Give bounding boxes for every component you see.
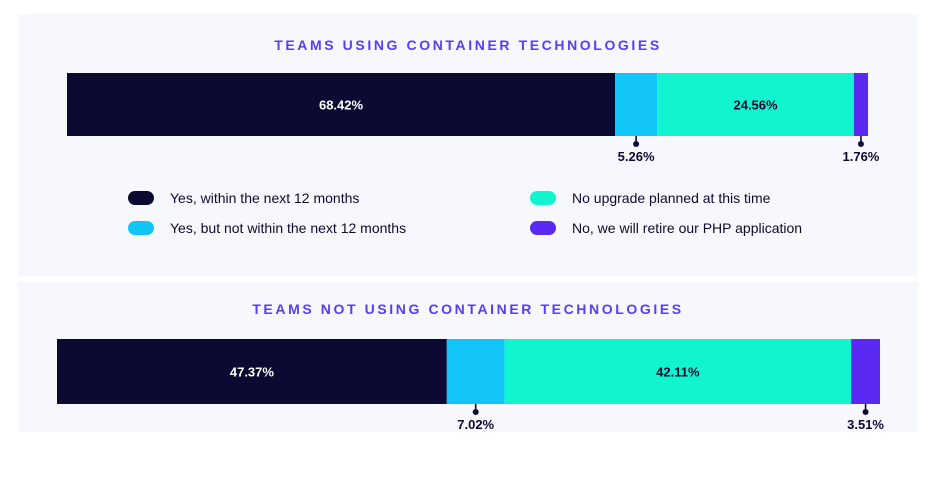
legend-item-no-upgrade-planned: No upgrade planned at this time [530,190,770,206]
data-label: 7.02% [457,417,494,432]
bar-segment-not-using-no-upgrade-planned-at-this-time [504,339,852,404]
legend-label: No, we will retire our PHP application [572,220,803,236]
data-label: 1.76% [843,149,880,164]
bar-segment-not-using-yes-within-the-next-12-months [57,339,447,404]
data-label: 42.11% [656,365,700,380]
data-label: 24.56% [733,98,778,113]
legend-label: Yes, but not within the next 12 months [170,220,407,236]
legend: Yes, within the next 12 months Yes, but … [128,190,888,246]
chart-title-bottom: TEAMS NOT USING CONTAINER TECHNOLOGIES [252,301,684,317]
legend-label: Yes, within the next 12 months [170,190,360,206]
bar-segment-using-no-upgrade-planned-at-this-time [657,73,854,136]
callout-dot [472,409,479,415]
legend-swatch [530,191,556,205]
data-label: 47.37% [230,365,275,380]
legend-swatch [128,191,154,205]
callout-dot [633,141,640,147]
legend-label: No upgrade planned at this time [572,190,771,206]
bar-segment-not-using-yes-but-not-within-the-next-12-months [446,339,505,404]
bar-segment-using-yes-within-the-next-12-months [67,73,616,136]
callout-dot [857,141,864,147]
bar-segment-using-no-we-will-retire-our-php-application [853,73,868,136]
bar-segment-not-using-no-we-will-retire-our-php-application [851,339,880,404]
callout-dot [862,409,869,415]
data-label: 5.26% [618,149,655,164]
chart-title-top: TEAMS USING CONTAINER TECHNOLOGIES [274,37,662,53]
data-label: 3.51% [847,417,884,432]
legend-item-yes-not-within-12-months: Yes, but not within the next 12 months [128,220,406,236]
bar-segment-using-yes-but-not-within-the-next-12-months [615,73,658,136]
legend-swatch [530,221,556,235]
legend-swatch [128,221,154,235]
legend-item-yes-within-12-months: Yes, within the next 12 months [128,190,359,206]
chart-panel-top [18,14,918,276]
legend-item-retire-php-application: No, we will retire our PHP application [530,220,802,236]
data-label: 68.42% [319,98,364,113]
